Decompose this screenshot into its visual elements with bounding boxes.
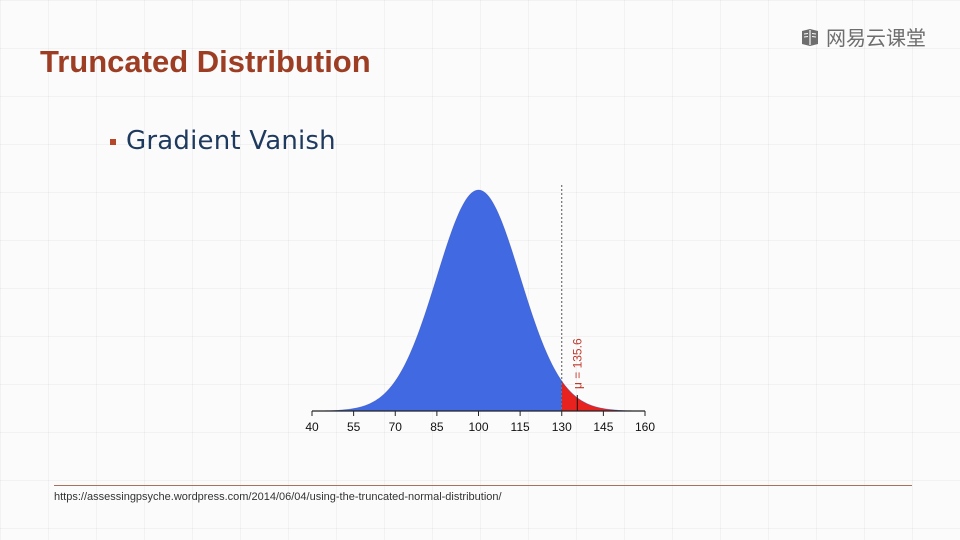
bullet-marker [110, 139, 116, 145]
x-tick-label: 40 [305, 420, 319, 434]
slide-title: Truncated Distribution [40, 44, 371, 79]
bullet-text: Gradient Vanish [126, 126, 336, 156]
bullet-item: Gradient Vanish [110, 126, 336, 156]
x-tick-label: 70 [389, 420, 403, 434]
brand-text: 网易云课堂 [826, 26, 926, 50]
x-tick-label: 115 [511, 420, 530, 434]
footer-divider [54, 485, 912, 486]
x-tick-label: 85 [430, 420, 444, 434]
density-curve-outline [311, 189, 646, 412]
source-link[interactable]: https://assessingpsyche.wordpress.com/20… [54, 491, 502, 503]
x-tick-label: 55 [347, 420, 361, 434]
x-tick-label: 145 [593, 420, 613, 434]
x-tick-label: 130 [552, 420, 572, 434]
book-logo-icon [800, 27, 820, 47]
density-region-tail [561, 381, 645, 411]
truncated-normal-chart: μ = 135.6 40 55 70 85 100 115 130 145 160 [305, 185, 655, 434]
x-tick-label: 160 [635, 420, 655, 434]
x-tick-label: 100 [468, 420, 488, 434]
brand-logo: 网易云课堂 [800, 22, 926, 51]
truncated-mean-label: μ = 135.6 [570, 338, 584, 389]
density-region-main [312, 190, 562, 411]
